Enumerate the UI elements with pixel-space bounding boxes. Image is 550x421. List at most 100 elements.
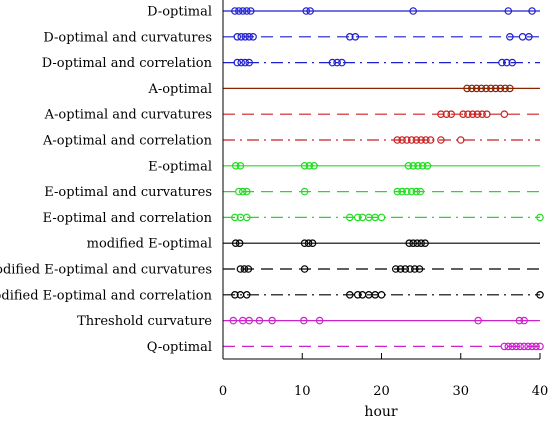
- data-point: [413, 239, 421, 248]
- data-point: [524, 342, 532, 351]
- data-point: [504, 7, 513, 15]
- series-label: E-optimal and curvatures: [44, 185, 212, 200]
- data-point: [426, 136, 435, 144]
- data-point: [422, 136, 430, 144]
- data-point: [500, 110, 509, 119]
- data-point: [406, 265, 414, 273]
- data-point: [242, 290, 251, 299]
- series-label: D-optimal and correlation: [42, 56, 213, 71]
- data-point: [377, 213, 386, 222]
- data-point: [409, 162, 418, 170]
- data-point: [512, 342, 521, 351]
- data-point: [504, 342, 513, 351]
- data-point: [235, 239, 244, 248]
- data-point: [506, 32, 514, 41]
- data-point: [498, 58, 506, 67]
- data-point: [237, 32, 246, 41]
- data-point: [407, 187, 416, 196]
- x-tick-label: 0: [219, 384, 227, 399]
- series-label: D-optimal: [147, 5, 212, 20]
- data-point: [409, 7, 418, 15]
- data-point: [410, 265, 419, 273]
- series-label: Threshold curvature: [77, 314, 212, 329]
- x-axis-title: hour: [364, 404, 397, 420]
- data-point: [502, 58, 511, 67]
- data-point: [233, 32, 242, 41]
- x-tick-label: 20: [373, 384, 390, 399]
- data-point: [477, 84, 486, 93]
- x-axis-ticks: 0 10 20 30 40: [219, 353, 548, 399]
- data-point: [407, 136, 416, 144]
- data-point: [508, 342, 517, 351]
- data-point: [300, 316, 308, 325]
- data-point: [239, 7, 247, 15]
- data-point: [536, 290, 544, 299]
- data-point: [464, 110, 472, 119]
- data-point: [242, 187, 251, 196]
- data-point: [506, 84, 514, 93]
- data-point: [353, 290, 362, 299]
- data-point: [242, 7, 251, 15]
- data-point: [491, 84, 500, 93]
- data-point: [518, 32, 527, 41]
- data-point: [418, 162, 427, 170]
- data-point: [396, 265, 405, 273]
- data-point: [528, 7, 536, 15]
- data-point: [338, 58, 346, 67]
- data-point: [487, 84, 495, 93]
- data-point: [456, 136, 465, 144]
- data-point: [478, 110, 486, 119]
- data-point: [308, 239, 317, 248]
- data-point: [245, 32, 253, 41]
- series-label: E-optimal: [148, 159, 212, 174]
- data-point: [398, 136, 406, 144]
- data-point: [235, 7, 243, 15]
- series-label: modified E-optimal and correlation: [0, 288, 213, 303]
- data-point: [393, 136, 402, 144]
- data-point: [473, 110, 482, 119]
- data-point: [421, 239, 429, 248]
- data-point: [468, 84, 476, 93]
- data-point: [442, 110, 451, 119]
- data-point: [249, 32, 257, 41]
- series-label: A-optimal and curvatures: [44, 108, 212, 123]
- data-point: [500, 342, 509, 351]
- data-point: [393, 187, 402, 196]
- series-label: A-optimal and correlation: [42, 134, 213, 149]
- x-tick-label: 10: [294, 384, 311, 399]
- data-point: [417, 136, 425, 144]
- data-point: [412, 136, 421, 144]
- series-label: modified E-optimal and curvatures: [0, 263, 212, 278]
- series-labels: D-optimal D-optimal and curvatures D-optim…: [0, 5, 213, 355]
- data-point: [345, 290, 354, 299]
- series-label: Q-optimal: [147, 340, 212, 355]
- data-point: [437, 136, 445, 144]
- data-point: [403, 136, 411, 144]
- data-point: [345, 213, 354, 222]
- data-point: [472, 84, 481, 93]
- data-point: [403, 187, 411, 196]
- data-point: [353, 213, 362, 222]
- data-point: [241, 32, 249, 41]
- data-point: [237, 58, 246, 67]
- data-point: [404, 162, 413, 170]
- data-point: [233, 58, 242, 67]
- data-point: [236, 265, 245, 273]
- data-point: [302, 7, 311, 15]
- series-label: D-optimal and curvatures: [43, 30, 212, 45]
- data-point: [532, 342, 540, 351]
- data-point: [536, 342, 544, 351]
- data-point: [414, 162, 422, 170]
- series-label: E-optimal and correlation: [43, 211, 213, 226]
- data-point: [315, 316, 324, 325]
- data-point: [468, 110, 477, 119]
- data-point: [304, 239, 313, 248]
- data-point: [417, 239, 425, 248]
- data-point: [231, 290, 239, 299]
- data-point: [415, 265, 424, 273]
- data-point: [496, 84, 505, 93]
- data-point: [423, 162, 432, 170]
- data-point: [245, 316, 253, 325]
- data-point: [536, 213, 544, 222]
